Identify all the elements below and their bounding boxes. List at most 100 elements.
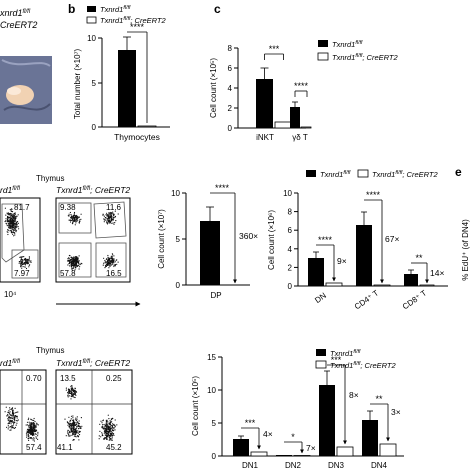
flow-event-dot bbox=[98, 438, 100, 440]
flow-event-dot bbox=[27, 263, 29, 265]
flow-event-dot bbox=[114, 261, 116, 263]
flow-event-dot bbox=[16, 224, 18, 226]
flow-event-dot bbox=[109, 263, 111, 265]
flow-event-dot bbox=[12, 413, 14, 415]
flow-event-dot bbox=[15, 223, 17, 225]
flow-event-dot bbox=[79, 266, 81, 268]
flow-event-dot bbox=[79, 263, 81, 266]
flow-event-dot bbox=[104, 434, 106, 436]
flow-event-dot bbox=[107, 430, 109, 433]
flow-event-dot bbox=[101, 427, 103, 429]
flow-event-dot bbox=[105, 265, 107, 268]
flow-event-dot bbox=[25, 434, 28, 436]
flow-event-dot bbox=[21, 267, 23, 269]
flow-event-dot bbox=[74, 431, 77, 433]
flow-event-dot bbox=[105, 432, 107, 434]
flow-event-dot bbox=[111, 256, 113, 258]
panel-d2-ytick-label-4: 4 bbox=[288, 245, 293, 254]
panel-b-ytick-label-5: 5 bbox=[92, 79, 97, 88]
flow-event-dot bbox=[11, 210, 13, 212]
flow-event-dot bbox=[72, 415, 74, 417]
flow-mid-gate-dn-right bbox=[58, 242, 92, 278]
flow-event-dot bbox=[66, 431, 69, 433]
flow-event-dot bbox=[65, 387, 67, 389]
flow-event-dot bbox=[75, 265, 77, 267]
flow-event-dot bbox=[70, 214, 72, 216]
flow-event-dot bbox=[68, 426, 70, 428]
flow-event-dot bbox=[31, 427, 33, 429]
flow-event-dot bbox=[25, 260, 27, 262]
legend-d-ctrl-swatch bbox=[306, 170, 316, 177]
flow-event-dot bbox=[32, 425, 34, 427]
flow-event-dot bbox=[111, 437, 113, 439]
flow-event-dot bbox=[72, 425, 74, 427]
flow-event-dot bbox=[73, 431, 75, 433]
flow-event-dot bbox=[7, 213, 9, 215]
flow-event-dot bbox=[26, 436, 28, 438]
flow-event-dot bbox=[16, 221, 19, 223]
panel-dp-ylabel: Cell count (×10⁷) bbox=[157, 209, 166, 269]
flow-event-dot bbox=[74, 263, 76, 265]
flow-event-dot bbox=[12, 217, 15, 219]
flow-event-dot bbox=[7, 216, 9, 218]
flow-event-dot bbox=[79, 426, 81, 428]
legend-d-cre-label: Txnrd1fl/fl; CreERT2 bbox=[372, 170, 438, 179]
flow-event-dot bbox=[69, 255, 71, 257]
flow-event-dot bbox=[9, 216, 12, 218]
flow-event-dot bbox=[106, 214, 108, 216]
flow-event-dot bbox=[111, 421, 113, 423]
flow-event-dot bbox=[75, 417, 77, 419]
flow-event-dot bbox=[33, 437, 35, 439]
flow-event-dot bbox=[106, 420, 108, 423]
panel-f-xlabel-dn1: DN1 bbox=[242, 461, 259, 470]
panel-f-bar-dn3-ctrl bbox=[319, 385, 335, 456]
flow-event-dot bbox=[76, 416, 78, 418]
flow-event-dot bbox=[10, 417, 12, 419]
legend-b-ctrl-label: Txnrd1fl/fl bbox=[100, 5, 131, 14]
flow-event-dot bbox=[4, 207, 6, 209]
flow-event-dot bbox=[75, 391, 77, 393]
flow-event-dot bbox=[35, 437, 38, 439]
flow-event-dot bbox=[26, 428, 29, 430]
flow-event-dot bbox=[9, 222, 11, 224]
flow-event-dot bbox=[75, 259, 77, 261]
flow-event-dot bbox=[70, 427, 72, 429]
flow-event-dot bbox=[14, 415, 16, 417]
flow-event-dot bbox=[105, 438, 108, 440]
flow-event-dot bbox=[33, 432, 35, 434]
flow-event-dot bbox=[78, 439, 80, 441]
top-left-genotype-1: xnrd1fl/fl bbox=[0, 8, 31, 18]
flow-event-dot bbox=[110, 435, 112, 437]
flow-event-dot bbox=[76, 431, 78, 433]
flow-event-dot bbox=[13, 221, 15, 223]
flow-event-dot bbox=[110, 255, 112, 257]
flow-event-dot bbox=[69, 221, 72, 223]
flow-event-dot bbox=[69, 435, 71, 437]
flow-event-dot bbox=[14, 426, 16, 429]
panel-letter-e: e bbox=[455, 165, 462, 179]
flow-event-dot bbox=[102, 427, 104, 429]
flow-event-dot bbox=[113, 265, 115, 268]
flow-event-dot bbox=[72, 393, 74, 395]
flow-event-dot bbox=[76, 424, 78, 426]
flow-mid-title: Thymus bbox=[36, 174, 64, 183]
flow-event-dot bbox=[114, 429, 116, 431]
flow-event-dot bbox=[10, 218, 12, 220]
flow-event-dot bbox=[70, 418, 72, 420]
flow-event-dot bbox=[69, 391, 71, 393]
flow-event-dot bbox=[111, 216, 113, 218]
panel-f-bar-dn4-ctrl bbox=[362, 420, 378, 456]
flow-event-dot bbox=[25, 424, 27, 426]
flow-event-dot bbox=[5, 220, 7, 222]
flow-event-dot bbox=[13, 231, 15, 233]
flow-event-dot bbox=[104, 264, 107, 266]
panel-d2-bar-cd8-cre bbox=[419, 284, 435, 287]
flow-event-dot bbox=[24, 266, 26, 268]
panel-f-sig-label-dn4: ** bbox=[375, 394, 383, 404]
flow-event-dot bbox=[24, 257, 26, 260]
flow-event-dot bbox=[15, 217, 17, 219]
legend-c-ctrl-swatch bbox=[318, 40, 328, 47]
flow-event-dot bbox=[7, 229, 9, 231]
panel-d2-ylabel: Cell count (×10⁶) bbox=[267, 210, 276, 270]
flow-event-dot bbox=[111, 259, 113, 261]
